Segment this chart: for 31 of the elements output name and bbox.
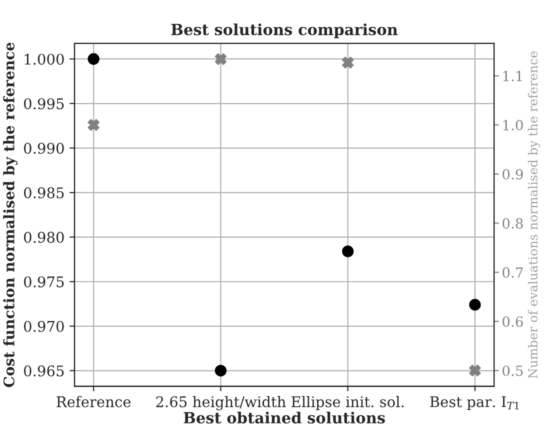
y-tick-label: 0.975 — [24, 276, 64, 288]
y-axis-title: Cost function normalised by the reference — [3, 42, 18, 388]
point — [469, 298, 481, 311]
point — [469, 364, 481, 376]
x-tick-label: 2.65 height/width — [156, 396, 286, 410]
y2-axis-title: Number of evaluations normalised by the reference — [528, 51, 540, 378]
point — [214, 53, 227, 65]
y-tick-label: 0.990 — [24, 142, 64, 154]
y2-tick-label: 0.8 — [502, 218, 523, 229]
x-tick-label: Ellipse init. sol. — [292, 396, 404, 410]
y2-tick-label: 0.7 — [502, 267, 523, 278]
y-tick-label: 1.000 — [24, 54, 64, 65]
x-tick-label: Best par. I$_{T1}$ — [430, 396, 519, 410]
point — [88, 119, 100, 131]
y-tick-label: 0.970 — [24, 320, 64, 332]
y-tick-label: 0.965 — [24, 365, 64, 376]
chart-title: Best solutions comparison — [171, 23, 398, 38]
point — [214, 364, 227, 377]
x-axis-title: Best obtained solutions — [184, 412, 385, 424]
y2-tick-label: 0.6 — [502, 316, 523, 327]
y2-tick-label: 1.1 — [503, 70, 522, 82]
y2-tick-label: 0.5 — [502, 366, 523, 376]
y-tick-label: 0.995 — [24, 98, 64, 110]
x-tick-label: Reference — [56, 396, 131, 408]
point — [342, 56, 354, 68]
y2-tick-label: 1.0 — [503, 120, 523, 130]
y-tick-label: 0.980 — [24, 232, 64, 243]
point — [342, 246, 354, 258]
point — [88, 53, 100, 65]
y2-tick-label: 0.9 — [502, 169, 523, 180]
y-tick-label: 0.985 — [24, 187, 64, 198]
